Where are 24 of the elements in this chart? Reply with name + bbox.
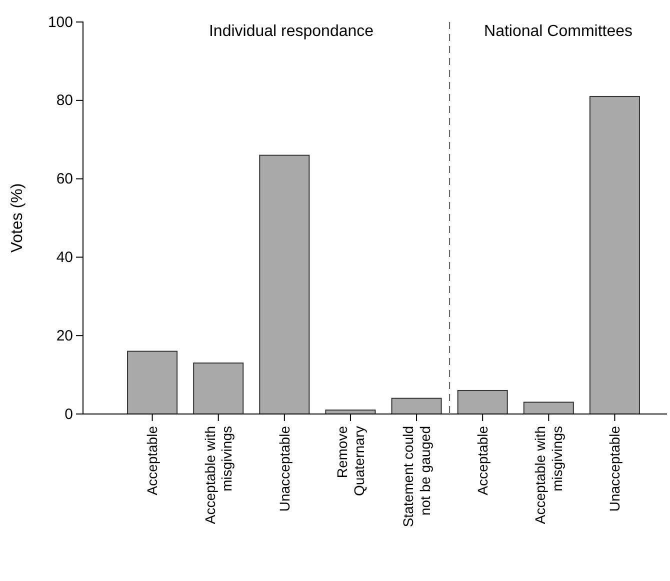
bar: [523, 402, 574, 414]
y-tick-label: 100: [48, 14, 73, 31]
bar: [391, 398, 442, 414]
bar: [589, 96, 640, 414]
bar: [127, 350, 178, 414]
bar: [193, 362, 244, 414]
x-tick-label: Remove Quaternary: [334, 426, 367, 496]
y-axis-title: Votes (%): [9, 183, 26, 253]
y-tick-label: 0: [64, 406, 73, 423]
bar: [457, 390, 508, 414]
x-tick-label: Unacceptable: [606, 426, 623, 512]
annotation: National Committees: [484, 23, 633, 40]
y-tick-label: 40: [56, 249, 73, 266]
y-tick-label: 60: [56, 170, 73, 188]
x-tick-label: Statement could not be gauged: [400, 426, 433, 528]
x-tick-label: Acceptable: [474, 426, 490, 496]
x-tick-label: Acceptable with misgivings: [532, 426, 565, 524]
x-tick-label: Acceptable: [144, 426, 160, 496]
annotation: Individual respondance: [209, 23, 374, 40]
y-tick-label: 20: [56, 327, 73, 344]
bar: [259, 154, 310, 414]
x-tick-label: Unacceptable: [276, 426, 292, 512]
x-tick-label: Acceptable with misgivings: [202, 426, 235, 524]
y-tick-label: 80: [56, 92, 73, 110]
